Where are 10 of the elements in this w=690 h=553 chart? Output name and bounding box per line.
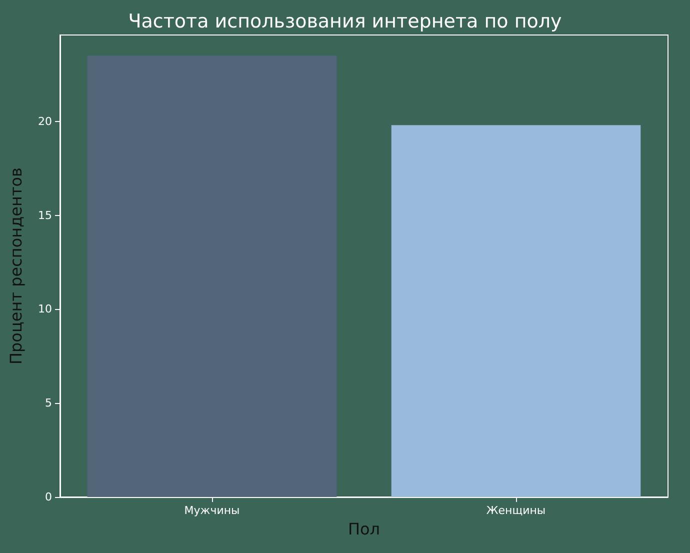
y-tick-label: 15 (38, 208, 52, 222)
y-tick-label: 10 (38, 302, 52, 316)
y-tick-label: 20 (38, 114, 52, 128)
y-axis-title: Процент респондентов (6, 168, 26, 364)
y-tick-label: 5 (45, 396, 52, 410)
y-tick-label: 0 (45, 490, 52, 504)
x-axis-title: Пол (348, 519, 380, 538)
chart-title: Частота использования интернета по полу (128, 10, 562, 32)
x-tick-label: Женщины (486, 504, 546, 517)
x-tick-label: Мужчины (184, 504, 240, 517)
